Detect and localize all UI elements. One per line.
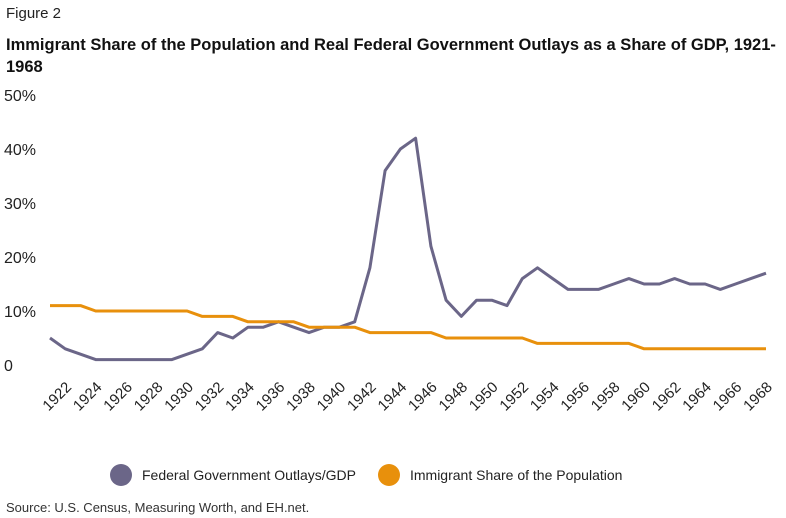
x-tick-label: 1964 bbox=[679, 379, 715, 415]
x-tick-label: 1948 bbox=[436, 379, 472, 415]
x-tick-label: 1944 bbox=[375, 379, 411, 415]
x-tick-label: 1966 bbox=[710, 379, 746, 415]
source-note: Source: U.S. Census, Measuring Worth, an… bbox=[6, 500, 310, 515]
legend-marker-immigrant-share bbox=[377, 464, 400, 486]
legend-item-outlays: Federal Government Outlays/GDP bbox=[110, 464, 356, 486]
y-tick-label: 30% bbox=[4, 196, 36, 213]
y-axis: 0 10% 20% 30% 40% 50% bbox=[4, 88, 36, 375]
legend: Federal Government Outlays/GDP Immigrant… bbox=[110, 464, 644, 486]
y-tick-label: 50% bbox=[4, 88, 36, 105]
x-tick-label: 1938 bbox=[283, 379, 319, 415]
legend-label-immigrant-share: Immigrant Share of the Population bbox=[409, 467, 623, 483]
x-tick-label: 1942 bbox=[344, 379, 380, 415]
x-tick-label: 1928 bbox=[131, 379, 167, 415]
x-tick-label: 1940 bbox=[314, 379, 350, 415]
line-chart: 010%20%30%40%50% 19221924192619281930193… bbox=[4, 88, 776, 415]
figure-label: Figure 2 bbox=[6, 5, 62, 22]
y-tick-label: 40% bbox=[4, 142, 36, 159]
x-tick-label: 1930 bbox=[161, 379, 197, 415]
x-tick-label: 1950 bbox=[466, 379, 502, 415]
legend-marker-outlays bbox=[110, 464, 132, 486]
x-tick-label: 1952 bbox=[496, 379, 532, 415]
x-tick-label: 1932 bbox=[192, 379, 228, 415]
x-tick-label: 1936 bbox=[253, 379, 289, 415]
y-tick-label: 20% bbox=[4, 250, 36, 267]
x-tick-label: 1962 bbox=[649, 379, 685, 415]
y-tick-label: 10% bbox=[4, 304, 36, 321]
x-tick-label: 1958 bbox=[588, 379, 624, 415]
x-tick-label: 1924 bbox=[70, 379, 106, 415]
x-tick-label: 1946 bbox=[405, 379, 441, 415]
series-lines bbox=[49, 136, 767, 362]
chart-title: Immigrant Share of the Population and Re… bbox=[6, 36, 776, 76]
x-tick-label: 1960 bbox=[618, 379, 654, 415]
x-axis: 1922192419261928193019321934193619381940… bbox=[39, 379, 775, 415]
legend-label-outlays: Federal Government Outlays/GDP bbox=[142, 467, 356, 483]
x-tick-label: 1922 bbox=[39, 379, 75, 415]
x-tick-label: 1954 bbox=[527, 379, 563, 415]
y-tick-label: 0 bbox=[4, 358, 13, 375]
x-tick-label: 1956 bbox=[557, 379, 593, 415]
series-line-outlays bbox=[49, 136, 767, 362]
x-tick-label: 1934 bbox=[222, 379, 258, 415]
legend-item-immigrant-share: Immigrant Share of the Population bbox=[377, 464, 623, 486]
series-line-immigrant-share bbox=[50, 304, 766, 351]
x-tick-label: 1968 bbox=[740, 379, 776, 415]
x-tick-label: 1926 bbox=[100, 379, 136, 415]
